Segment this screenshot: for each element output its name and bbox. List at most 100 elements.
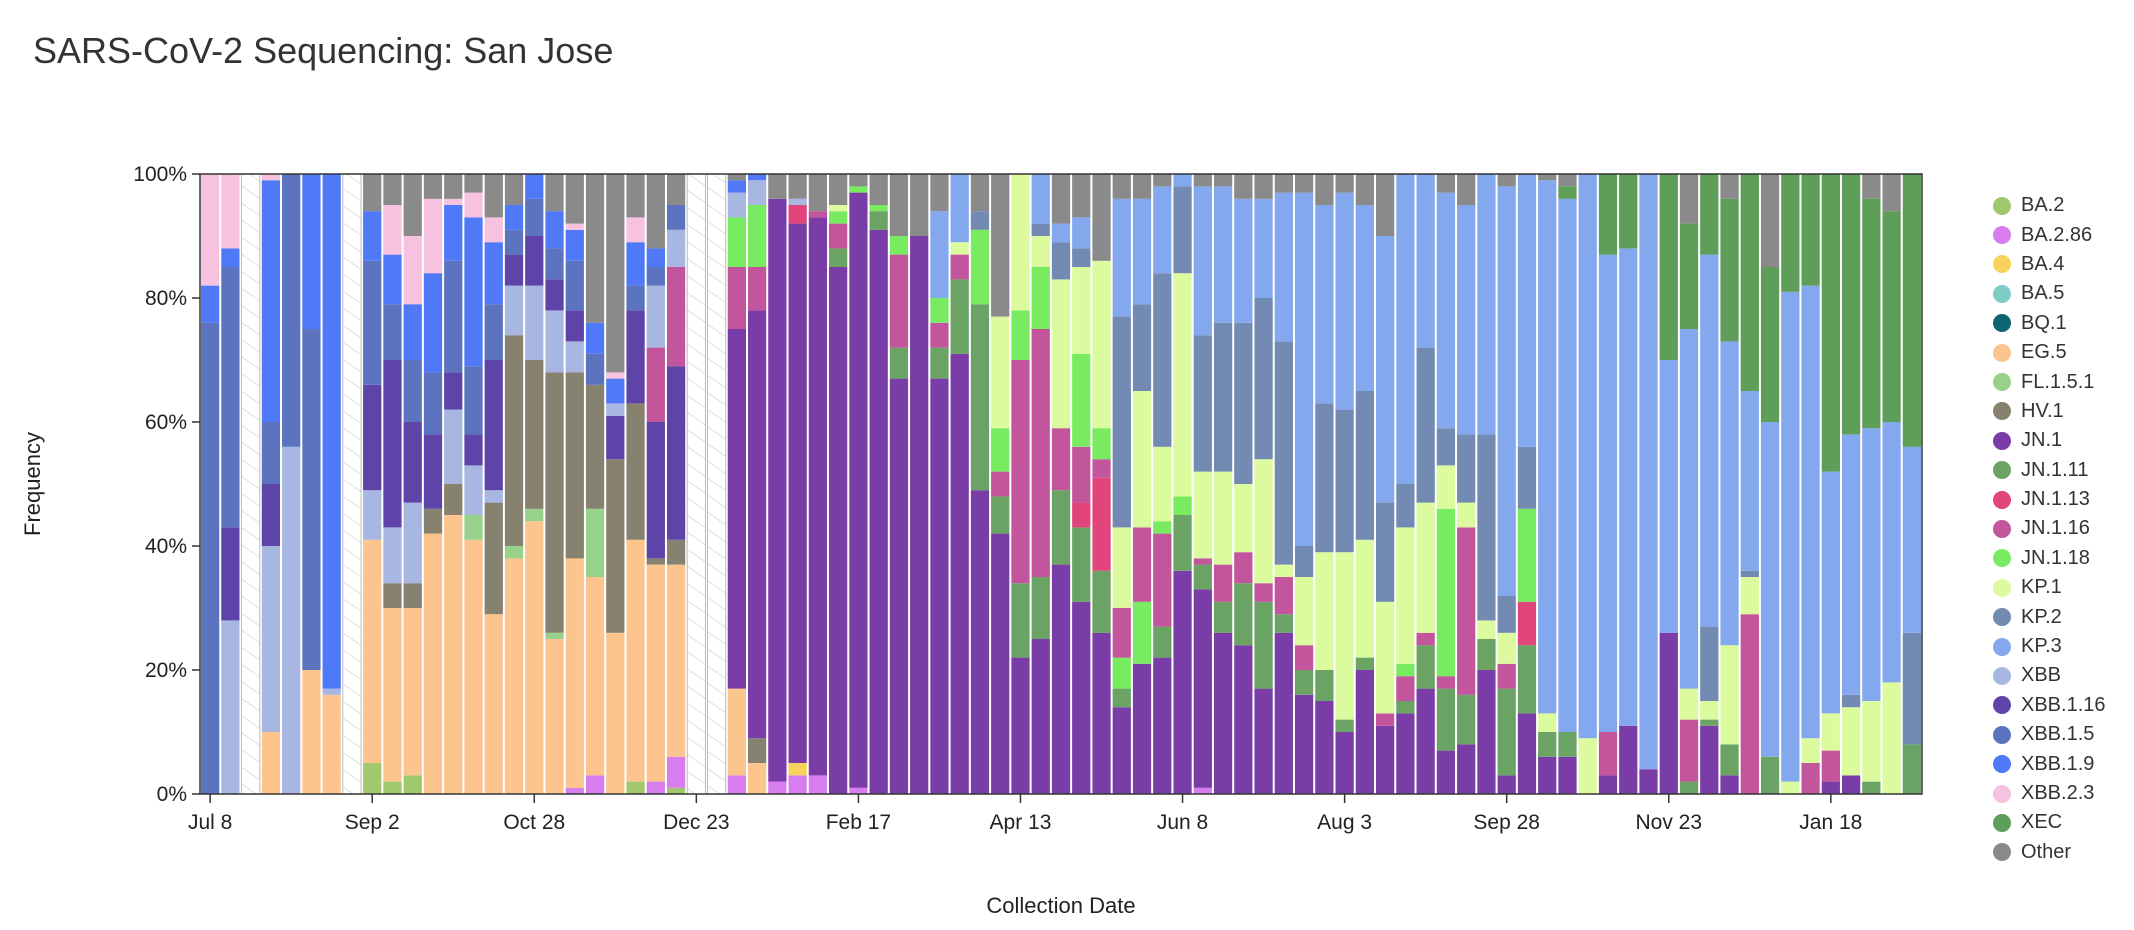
x-tick-label: Apr 13	[990, 811, 1052, 834]
bar-segment	[1355, 391, 1375, 540]
legend-label: FL.1.5.1	[2021, 370, 2095, 393]
bar-segment	[1801, 738, 1820, 763]
bar-segment	[1294, 645, 1314, 670]
bar-segment	[1841, 434, 1861, 695]
bar-segment	[747, 267, 767, 311]
bar-segment	[1720, 775, 1739, 794]
bar-segment	[646, 174, 665, 249]
week-bar	[221, 174, 240, 794]
bar-segment	[363, 490, 382, 540]
bar-segment	[1416, 174, 1435, 348]
legend-item: BA.5	[1993, 279, 2133, 308]
bar-segment	[889, 347, 909, 379]
bar-segment	[910, 174, 929, 236]
week-bar	[1801, 174, 1820, 794]
bar-segment	[221, 174, 240, 249]
bar-segment	[1031, 329, 1050, 577]
week-bar	[1902, 174, 1921, 794]
bar-segment	[606, 174, 625, 373]
bar-segment	[1051, 490, 1071, 565]
bar-segment	[1477, 620, 1496, 639]
bar-segment	[1112, 316, 1131, 528]
bar-segment	[504, 285, 524, 336]
bar-segment	[1720, 198, 1739, 342]
legend-swatch	[1993, 461, 2011, 480]
week-bar	[363, 174, 382, 794]
bar-segment	[1173, 515, 1192, 571]
week-bar	[970, 174, 990, 794]
week-bar	[1254, 174, 1273, 794]
bar-segment	[727, 329, 746, 689]
bar-segment	[1396, 527, 1415, 664]
bar-segment	[1700, 725, 1719, 794]
bar-segment	[1679, 719, 1699, 782]
bar-segment	[1315, 403, 1334, 553]
bar-segment	[1112, 707, 1131, 794]
bar-segment	[1254, 174, 1273, 199]
bar-segment	[464, 192, 483, 218]
bar-segment	[1213, 564, 1233, 602]
week-bar	[1720, 174, 1739, 794]
week-bar	[991, 174, 1010, 794]
bar-segment	[322, 174, 341, 689]
bar-segment	[788, 763, 807, 776]
bar-segment	[1821, 781, 1840, 794]
bar-segment	[545, 174, 564, 212]
bar-segment	[606, 372, 625, 379]
legend-swatch	[1993, 373, 2011, 392]
bar-segment	[221, 620, 240, 794]
bar-segment	[1457, 527, 1476, 695]
bar-segment	[1254, 688, 1273, 794]
bar-segment	[930, 298, 949, 323]
bar-segment	[666, 267, 686, 367]
bar-segment	[1376, 725, 1395, 794]
bar-segment	[727, 217, 746, 267]
legend-swatch	[1993, 314, 2011, 333]
bar-segment	[261, 546, 281, 732]
bar-segment	[464, 434, 483, 466]
bar-segment	[666, 229, 686, 267]
bar-segment	[666, 366, 686, 540]
bar-segment	[1436, 688, 1456, 751]
bar-segment	[565, 223, 584, 230]
bar-segment	[1234, 322, 1253, 484]
week-bar	[889, 174, 909, 794]
bar-segment	[991, 533, 1010, 794]
bar-segment	[403, 583, 422, 608]
bar-segment	[525, 521, 544, 794]
bar-segment	[1031, 267, 1050, 329]
week-bar	[1862, 174, 1881, 794]
bar-segment	[504, 205, 524, 230]
bar-segment	[525, 198, 544, 236]
bar-segment	[221, 248, 240, 267]
bar-segment	[1538, 756, 1557, 794]
bar-segment	[646, 558, 665, 565]
bar-segment	[991, 471, 1010, 497]
bar-segment	[585, 775, 605, 794]
bar-segment	[322, 688, 341, 695]
week-bar	[1477, 174, 1496, 794]
bar-segment	[1355, 670, 1375, 794]
week-bar	[950, 174, 969, 794]
week-bar	[444, 174, 463, 794]
bar-segment	[464, 366, 483, 435]
bar-segment	[1679, 174, 1699, 224]
bar-segment	[666, 564, 686, 757]
bar-segment	[849, 186, 868, 193]
bar-segment	[565, 372, 584, 559]
bar-segment	[484, 614, 503, 794]
bar-segment	[1517, 601, 1537, 646]
y-tick-label: 60%	[145, 411, 187, 434]
bar-segment	[1072, 353, 1091, 447]
bar-segment	[666, 205, 686, 230]
bar-segment	[788, 775, 807, 794]
week-bar	[1355, 174, 1375, 794]
bar-segment	[1153, 521, 1172, 534]
legend-label: XBB.2.3	[2021, 782, 2095, 804]
bar-segment	[565, 341, 584, 373]
bar-segment	[1092, 570, 1111, 633]
bar-segment	[1801, 174, 1820, 286]
legend-swatch	[1993, 226, 2011, 245]
legend-label: EG.5	[2021, 341, 2067, 364]
bar-segment	[747, 180, 767, 205]
